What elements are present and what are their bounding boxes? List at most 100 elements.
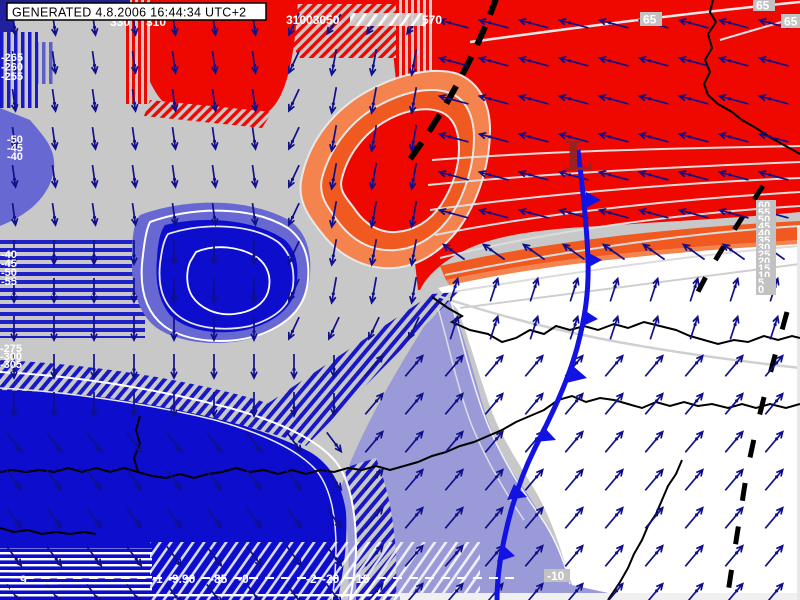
wind-arrow-dot (254, 595, 258, 599)
wind-arrow-dot (768, 173, 772, 177)
wind-arrow-dot (608, 97, 612, 101)
wind-arrow-dot (331, 178, 335, 182)
wind-arrow-dot (568, 59, 572, 63)
wind-arrow (444, 354, 464, 377)
wind-arrow (444, 392, 464, 415)
contour-label: -2 (306, 572, 317, 586)
wind-arrow (50, 392, 58, 418)
wind-arrow (364, 354, 384, 377)
wind-arrow (90, 316, 98, 342)
wind-arrow-dot (92, 292, 96, 296)
wind-arrow (597, 17, 629, 29)
orange-band-east-1 (440, 221, 800, 280)
wind-arrow (477, 93, 509, 105)
wind-arrow-dot (733, 323, 737, 327)
wind-arrow-dot (488, 21, 492, 25)
wind-arrow (724, 506, 744, 529)
contour-label: -85 (210, 572, 228, 586)
wind-arrow (677, 131, 709, 143)
wind-arrow (729, 314, 740, 340)
wind-arrow-dot (52, 406, 56, 410)
wind-arrow-dot (453, 323, 457, 327)
wind-arrow (368, 163, 378, 191)
wind-arrow (286, 431, 303, 454)
warm-red-region (385, 0, 800, 290)
wind-arrow-dot (415, 399, 419, 403)
wind-arrow-dot (172, 406, 176, 410)
wind-arrow (130, 164, 139, 189)
wind-arrow-dot (695, 437, 699, 441)
wind-arrow (684, 468, 704, 491)
wind-arrow (644, 468, 664, 491)
wind-arrow (50, 278, 58, 304)
wind-arrow-dot (92, 101, 97, 105)
wind-arrow-dot (330, 25, 334, 29)
label-box (756, 214, 776, 225)
wind-arrow (90, 202, 99, 227)
wind-arrow-dot (535, 399, 539, 403)
wind-arrow-dot (290, 215, 295, 219)
wind-arrow (290, 354, 298, 380)
wind-arrow-dot (489, 248, 493, 252)
wind-arrow (368, 277, 378, 305)
wind-arrow-dot (728, 59, 732, 63)
wind-arrow (604, 430, 624, 453)
wind-arrow (407, 316, 420, 341)
wind-arrow (170, 392, 178, 418)
wind-arrow-dot (94, 481, 98, 485)
wind-arrow (50, 316, 58, 342)
wind-arrow-dot (653, 323, 657, 327)
wind-arrow (368, 125, 378, 153)
label-box (756, 256, 776, 267)
wind-arrow (130, 240, 138, 266)
wind-arrow (90, 240, 98, 266)
label-smudge-hatch (350, 13, 426, 26)
wind-arrow-dot (52, 63, 57, 67)
wind-arrow-dot (212, 254, 216, 258)
wind-arrow-dot (212, 292, 216, 296)
wind-arrow-dot (132, 177, 137, 181)
wind-arrow-dot (214, 443, 218, 447)
wind-arrow-dot (14, 557, 18, 561)
wind-arrow-dot (768, 135, 772, 139)
label-cluster-hatch (10, 568, 58, 594)
wind-arrow-dot (493, 323, 497, 327)
wind-arrow-dot (655, 437, 659, 441)
wind-arrow (477, 169, 509, 181)
wind-arrow-dot (648, 135, 652, 139)
wind-arrow (764, 544, 784, 567)
contour-label: -0 (238, 572, 249, 586)
bottom-strip-hatch (0, 591, 400, 600)
wind-arrow (86, 507, 103, 530)
wind-arrow (649, 276, 660, 302)
wind-arrow-dot (214, 519, 218, 523)
trough-line-north (405, 0, 499, 164)
wind-arrow-dot (371, 64, 375, 68)
wind-arrow-dot (411, 102, 415, 106)
wind-arrow (567, 582, 584, 600)
wind-arrow (644, 354, 664, 377)
wind-arrow-dot (92, 25, 97, 29)
wind-arrow (368, 87, 378, 115)
wind-arrow (724, 544, 744, 567)
wind-arrow (684, 430, 704, 453)
wind-arrow-dot (411, 292, 415, 296)
wind-arrow-dot (12, 25, 17, 29)
wind-arrow-dot (648, 97, 652, 101)
wind-arrow (170, 240, 178, 266)
wind-arrow-dot (453, 285, 457, 289)
wind-arrow-dot (252, 101, 257, 105)
wind-arrow (287, 126, 300, 151)
wind-arrow (444, 430, 464, 453)
wind-arrow (444, 544, 464, 567)
wind-arrow-dot (254, 481, 258, 485)
wind-arrow-dot (375, 589, 379, 593)
wind-arrow (677, 55, 709, 67)
wind-arrow-dot (608, 135, 612, 139)
wind-arrow (6, 545, 23, 568)
wind-arrow-dot (134, 595, 138, 599)
contour-label: -300 (0, 351, 22, 363)
wind-arrow-dot (649, 248, 653, 252)
wind-arrow (130, 278, 138, 304)
